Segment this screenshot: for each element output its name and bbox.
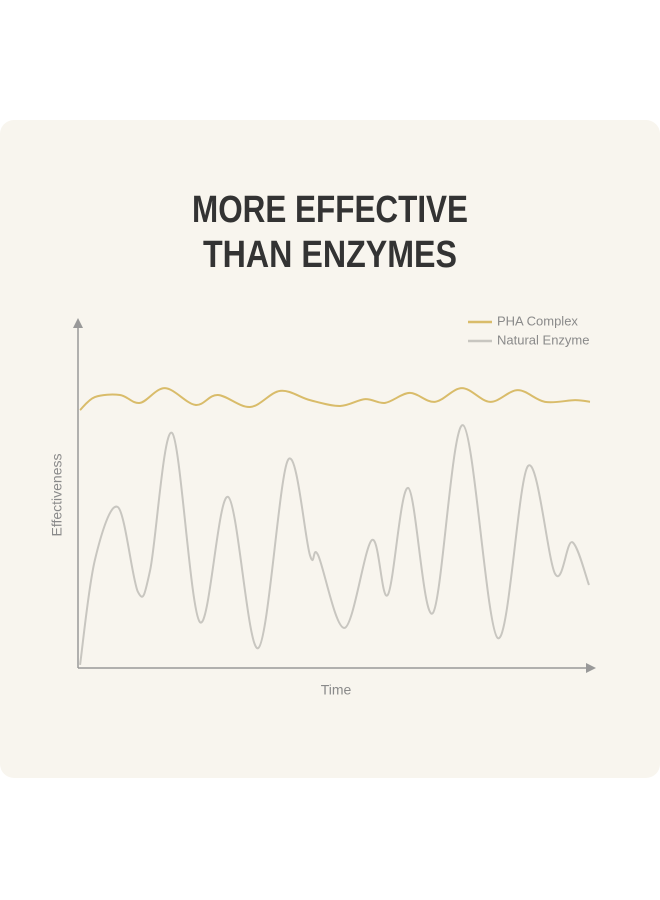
line [79,387,591,411]
x-axis-label: Time [321,682,352,698]
legend-label: Natural Enzyme [497,332,589,347]
line [79,424,590,666]
card [0,120,660,778]
y-axis-arrow [73,318,83,328]
legend-label: PHA Complex [497,313,578,328]
y-axis-label: Effectiveness [49,453,65,536]
x-axis-arrow [586,663,596,673]
chart-title: THAN ENZYMES [203,234,457,276]
chart-title: MORE EFFECTIVE [192,189,468,231]
